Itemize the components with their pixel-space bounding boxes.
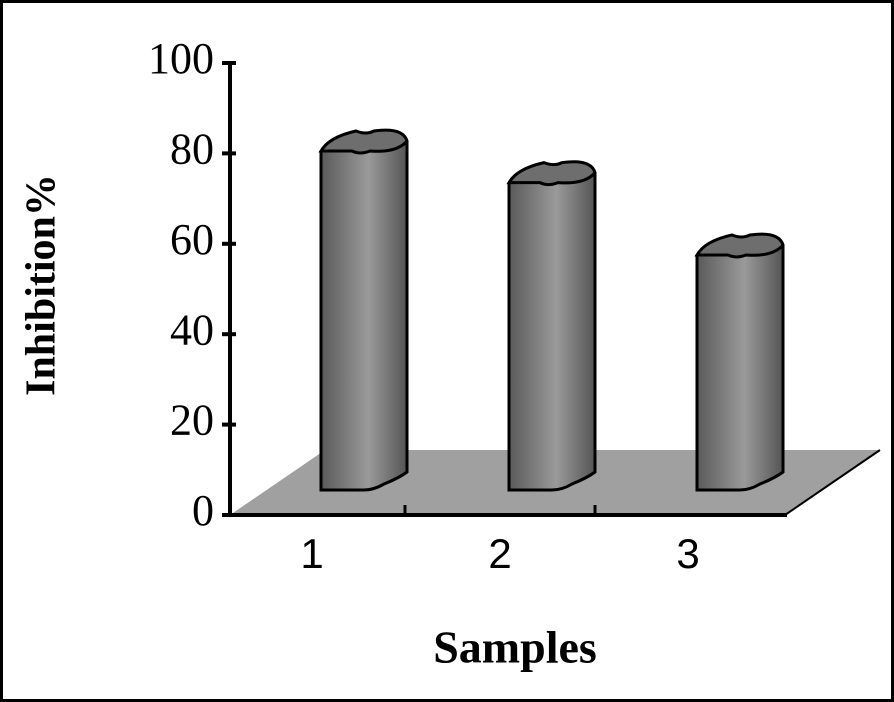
bar-body bbox=[507, 172, 597, 492]
bar-cap bbox=[694, 232, 785, 259]
bar bbox=[506, 160, 597, 492]
bar-body bbox=[319, 141, 409, 492]
x-axis-title: Samples bbox=[433, 622, 597, 673]
y-tick-label: 0 bbox=[192, 486, 214, 535]
y-axis-title: Inhibition% bbox=[19, 174, 65, 396]
bar bbox=[318, 128, 409, 492]
floor-edge bbox=[784, 449, 881, 516]
bar-cap bbox=[318, 128, 409, 155]
bar bbox=[694, 232, 785, 492]
y-tick-label: 40 bbox=[170, 305, 214, 354]
x-tick-label: 2 bbox=[488, 530, 511, 577]
bar-body bbox=[695, 244, 785, 492]
y-tick-label: 80 bbox=[170, 124, 214, 173]
bar-cap bbox=[506, 160, 597, 187]
y-tick-label: 60 bbox=[170, 215, 214, 264]
x-tick-label: 3 bbox=[676, 530, 699, 577]
y-tick-label: 100 bbox=[148, 34, 214, 83]
y-tick-label: 20 bbox=[170, 396, 214, 445]
x-tick-label: 1 bbox=[300, 530, 323, 577]
